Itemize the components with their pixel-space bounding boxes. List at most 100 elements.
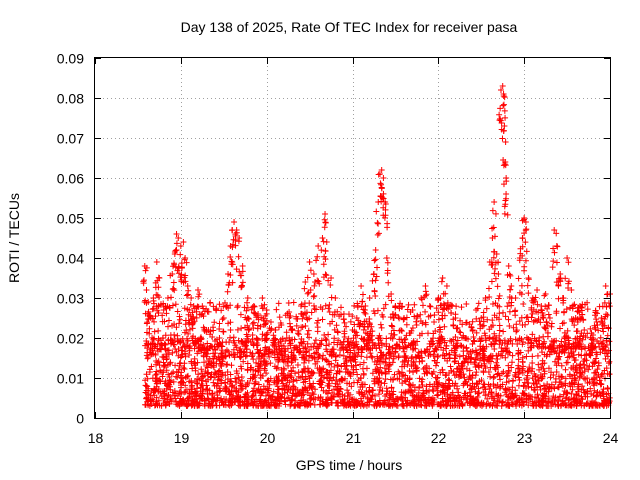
data-point: [478, 335, 485, 342]
data-point: [488, 394, 495, 401]
data-point: [366, 332, 373, 339]
data-point: [308, 343, 315, 350]
data-point: [546, 351, 553, 358]
y-tick-label: 0.09: [57, 51, 84, 67]
data-point: [267, 319, 274, 325]
data-point: [571, 399, 578, 406]
data-point: [193, 314, 200, 321]
data-point: [173, 373, 180, 380]
data-point: [176, 390, 183, 397]
data-point: [491, 270, 498, 277]
data-point: [556, 393, 563, 400]
data-point: [562, 339, 569, 346]
data-point: [513, 328, 520, 335]
data-point: [369, 345, 376, 352]
data-point: [480, 381, 487, 388]
data-point: [312, 337, 319, 344]
data-point: [544, 329, 551, 336]
data-point: [396, 344, 403, 351]
data-point: [526, 364, 533, 371]
data-point: [245, 326, 252, 333]
data-point: [466, 389, 473, 396]
data-point: [214, 341, 221, 348]
data-point: [167, 383, 174, 390]
data-point: [370, 271, 377, 278]
data-point: [494, 398, 501, 405]
data-point: [238, 339, 245, 346]
data-point: [496, 341, 503, 348]
data-point: [386, 368, 393, 375]
data-point: [358, 283, 365, 289]
data-point: [485, 368, 492, 375]
data-point: [376, 387, 383, 394]
data-point: [293, 377, 300, 384]
data-point: [359, 298, 366, 305]
data-point: [317, 369, 324, 376]
data-point: [239, 377, 246, 384]
data-point: [532, 373, 539, 380]
data-point: [593, 355, 600, 362]
data-point: [223, 361, 230, 368]
data-point: [146, 366, 153, 373]
data-point: [300, 387, 307, 394]
data-point: [585, 366, 592, 373]
data-point: [362, 303, 369, 309]
data-point: [547, 374, 554, 381]
data-point: [145, 391, 152, 398]
data-point: [374, 219, 381, 226]
data-point: [384, 259, 391, 266]
data-point: [165, 317, 172, 324]
data-point: [588, 346, 595, 353]
data-point: [253, 342, 260, 349]
data-point: [340, 315, 347, 322]
data-point: [423, 346, 430, 353]
data-point: [491, 345, 498, 352]
data-point: [351, 344, 358, 351]
data-point: [480, 309, 487, 316]
data-point: [150, 350, 157, 357]
data-point: [259, 295, 266, 301]
data-point: [488, 352, 495, 359]
data-point: [259, 305, 266, 312]
data-point: [486, 293, 493, 300]
data-point: [525, 318, 532, 325]
data-point: [512, 295, 519, 301]
data-point: [235, 253, 242, 260]
data-point: [403, 332, 410, 339]
data-point: [143, 387, 150, 394]
data-point: [402, 390, 409, 397]
data-point: [571, 357, 578, 364]
data-point: [263, 331, 270, 338]
data-point: [535, 361, 542, 368]
data-point: [254, 363, 261, 370]
data-point: [598, 381, 605, 388]
data-point: [234, 326, 241, 333]
data-point: [456, 394, 463, 401]
data-point: [564, 255, 571, 261]
data-point: [422, 308, 429, 315]
data-point: [456, 353, 463, 360]
data-point: [542, 325, 549, 332]
data-point: [480, 318, 487, 325]
data-point: [433, 305, 440, 312]
data-point: [171, 341, 178, 348]
data-point: [203, 382, 210, 389]
data-point: [326, 309, 333, 316]
data-point: [216, 335, 223, 341]
data-point: [561, 308, 568, 315]
data-point: [488, 341, 495, 348]
data-point: [344, 346, 351, 353]
data-point: [311, 305, 318, 312]
data-point: [276, 314, 283, 321]
data-point: [281, 387, 288, 394]
data-point: [525, 276, 532, 283]
data-point: [474, 351, 481, 358]
data-point: [143, 395, 150, 402]
data-point: [552, 394, 559, 401]
data-point: [387, 314, 394, 321]
data-point: [375, 358, 382, 365]
data-point: [451, 394, 458, 401]
data-point: [263, 336, 270, 343]
data-point: [548, 369, 555, 376]
data-point: [325, 305, 332, 312]
